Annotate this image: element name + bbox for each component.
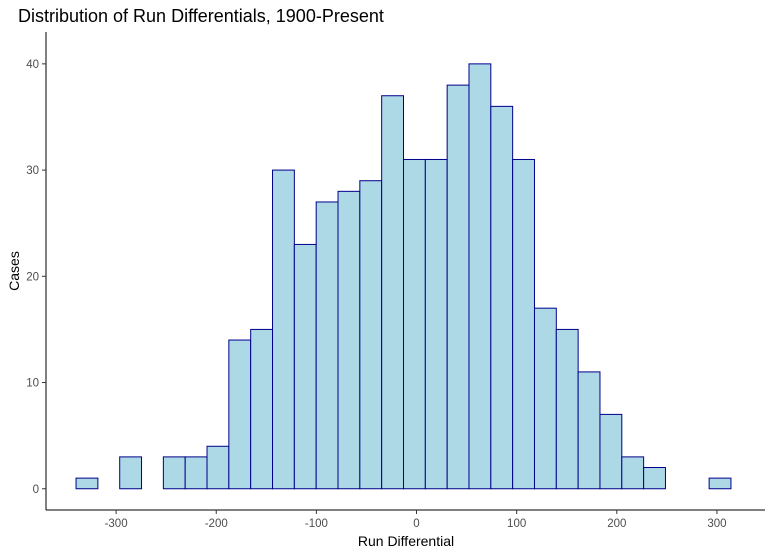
- y-tick-label: 30: [26, 165, 39, 177]
- x-tick-label: 200: [607, 518, 626, 530]
- histogram-bar: [359, 180, 383, 490]
- histogram-bar: [381, 95, 405, 490]
- histogram-bar: [337, 190, 361, 490]
- x-tick-label: 100: [507, 518, 526, 530]
- y-tick-label: 0: [33, 484, 39, 496]
- histogram-bar: [512, 158, 535, 490]
- histogram-bar: [599, 413, 623, 490]
- histogram-bar: [119, 456, 143, 490]
- chart-title: Distribution of Run Differentials, 1900-…: [18, 6, 384, 26]
- histogram-bar: [272, 169, 295, 490]
- y-tick-label: 40: [26, 59, 39, 71]
- histogram-bar: [468, 63, 492, 490]
- histogram-bar: [555, 328, 579, 490]
- histogram-bar: [228, 339, 252, 490]
- y-axis-title: Cases: [6, 251, 22, 291]
- histogram-bar: [577, 371, 601, 490]
- histogram-bar: [424, 158, 448, 490]
- histogram-bar: [250, 328, 274, 490]
- bars-group: [75, 63, 732, 490]
- histogram-bar: [206, 445, 230, 490]
- histogram-bar: [533, 307, 557, 490]
- histogram-bar: [293, 243, 317, 490]
- histogram-bar: [75, 477, 99, 490]
- x-tick-label: -100: [305, 518, 328, 530]
- histogram-bar: [162, 456, 186, 490]
- histogram-bar: [315, 201, 339, 490]
- x-tick-label: 300: [707, 518, 726, 530]
- histogram-bar: [446, 84, 470, 490]
- x-tick-label: 0: [413, 518, 419, 530]
- y-tick-label: 20: [26, 271, 39, 283]
- histogram-bar: [403, 158, 426, 490]
- y-axis-ticks: 0 10 20 30 40: [26, 59, 46, 496]
- x-axis-ticks: -300 -200 -100 0 100 200 300: [105, 510, 727, 530]
- x-tick-label: -300: [105, 518, 128, 530]
- histogram-bar: [643, 467, 666, 490]
- histogram-bar: [490, 105, 514, 490]
- histogram-bar: [708, 477, 732, 490]
- histogram-bar: [621, 456, 645, 490]
- x-tick-label: -200: [205, 518, 228, 530]
- histogram-bar: [184, 456, 208, 490]
- x-axis-title: Run Differential: [358, 533, 454, 549]
- y-tick-label: 10: [26, 378, 39, 390]
